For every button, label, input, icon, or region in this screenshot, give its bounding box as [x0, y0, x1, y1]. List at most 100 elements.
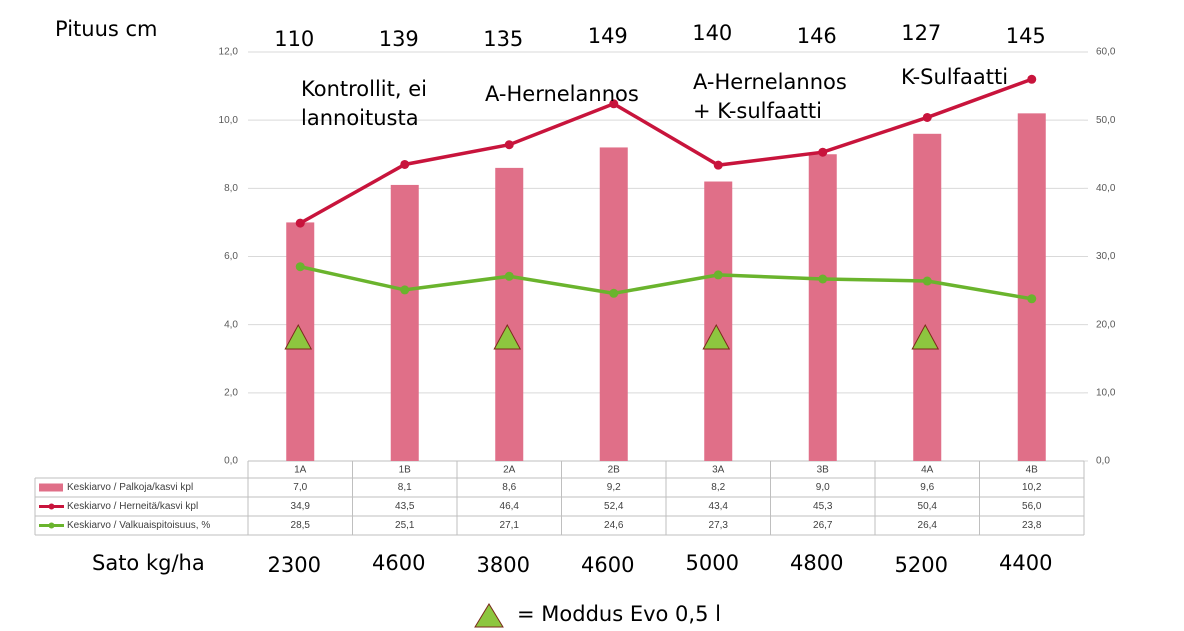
yield-value: 3800 — [477, 553, 530, 577]
legend-label: Keskiarvo / Palkoja/kasvi kpl — [67, 482, 193, 493]
table-value: 8,1 — [398, 482, 412, 493]
yield-value: 2300 — [268, 553, 321, 577]
line — [299, 265, 1033, 301]
yield-value: 5000 — [686, 551, 739, 575]
moddus-label: = Moddus Evo 0,5 l — [517, 602, 721, 626]
bar — [1017, 113, 1046, 461]
table-value: 25,1 — [395, 520, 415, 531]
table-value: 10,2 — [1022, 482, 1042, 493]
y2-tick-label: 40,0 — [1096, 183, 1116, 194]
x-tick-label: 1A — [294, 465, 307, 476]
table-value: 52,4 — [604, 501, 624, 512]
x-tick-label: 4B — [1026, 465, 1039, 476]
table-value: 46,4 — [500, 501, 520, 512]
bar — [390, 184, 419, 462]
annotation: Kontrollit, ei — [301, 77, 427, 101]
table-value: 8,6 — [502, 482, 516, 493]
y2-tick-label: 0,0 — [1096, 456, 1110, 467]
moddus-legend-icon — [474, 603, 504, 628]
table-value: 9,2 — [607, 482, 621, 493]
table-value: 26,4 — [918, 520, 938, 531]
y2-tick-label: 20,0 — [1096, 319, 1116, 330]
y-tick-label: 2,0 — [224, 387, 238, 398]
x-tick-label: 1B — [399, 465, 412, 476]
height-value: 135 — [483, 27, 523, 51]
x-tick-label: 2A — [503, 465, 516, 476]
height-value: 140 — [692, 21, 732, 45]
line-point — [400, 159, 410, 169]
bar — [495, 167, 524, 461]
table-value: 24,6 — [604, 520, 624, 531]
table-value: 8,2 — [711, 482, 725, 493]
line-point — [504, 140, 514, 150]
table-value: 34,9 — [291, 501, 311, 512]
line-point — [295, 262, 305, 272]
y-tick-label: 12,0 — [219, 47, 239, 58]
height-label: Pituus cm — [55, 17, 158, 41]
line-point — [609, 99, 619, 109]
bar — [599, 147, 628, 461]
bar — [808, 154, 837, 461]
x-tick-label: 3B — [817, 465, 830, 476]
yield-value: 4600 — [372, 551, 425, 575]
line-point — [504, 271, 514, 281]
moddus-marker — [702, 323, 731, 350]
y2-tick-label: 30,0 — [1096, 251, 1116, 262]
yield-value: 4600 — [581, 553, 634, 577]
x-tick-label: 2B — [608, 465, 621, 476]
legend-swatch — [39, 483, 63, 492]
legend-swatch — [48, 522, 55, 529]
yield-value: 4800 — [790, 551, 843, 575]
table-value: 43,4 — [709, 501, 729, 512]
line-point — [922, 276, 932, 286]
table-value: 43,5 — [395, 501, 415, 512]
table-value: 23,8 — [1022, 520, 1042, 531]
table-value: 27,3 — [709, 520, 729, 531]
line-point — [295, 218, 305, 228]
bar — [913, 133, 942, 462]
annotation: A-Hernelannos — [485, 82, 639, 106]
y-tick-label: 4,0 — [224, 319, 238, 330]
y2-tick-label: 50,0 — [1096, 115, 1116, 126]
line-point — [818, 274, 828, 284]
table-value: 50,4 — [918, 501, 938, 512]
table-value: 9,0 — [816, 482, 830, 493]
y-tick-label: 8,0 — [224, 183, 238, 194]
yield-value: 4400 — [999, 551, 1052, 575]
table-value: 45,3 — [813, 501, 833, 512]
line-point — [1027, 294, 1037, 304]
line-point — [400, 285, 410, 295]
line — [299, 77, 1033, 225]
legend-swatch — [48, 503, 55, 510]
line-point — [922, 112, 932, 122]
y-tick-label: 10,0 — [219, 115, 239, 126]
table-value: 26,7 — [813, 520, 833, 531]
y-tick-label: 6,0 — [224, 251, 238, 262]
line-point — [713, 270, 723, 280]
height-value: 145 — [1006, 24, 1046, 48]
moddus-marker — [493, 323, 522, 350]
table-value: 56,0 — [1022, 501, 1042, 512]
annotation: A-Hernelannos — [693, 70, 847, 94]
height-value: 110 — [274, 27, 314, 51]
table-value: 9,6 — [920, 482, 934, 493]
line-point — [1027, 74, 1037, 84]
y-tick-label: 0,0 — [224, 456, 238, 467]
table-value: 7,0 — [293, 482, 307, 493]
annotation: + K-sulfaatti — [693, 99, 822, 123]
table-value: 28,5 — [291, 520, 311, 531]
annotation: lannoitusta — [301, 106, 419, 130]
moddus-marker — [911, 323, 940, 350]
y2-tick-label: 60,0 — [1096, 47, 1116, 58]
legend-label: Keskiarvo / Valkuaispitoisuus, % — [67, 520, 210, 531]
height-value: 139 — [379, 27, 419, 51]
annotation: K-Sulfaatti — [901, 65, 1008, 89]
legend-label: Keskiarvo / Herneitä/kasvi kpl — [67, 501, 198, 512]
line-point — [609, 288, 619, 298]
line-point — [713, 160, 723, 170]
x-tick-label: 3A — [712, 465, 725, 476]
moddus-marker — [284, 323, 313, 350]
height-value: 149 — [588, 24, 628, 48]
yield-value: 5200 — [895, 553, 948, 577]
